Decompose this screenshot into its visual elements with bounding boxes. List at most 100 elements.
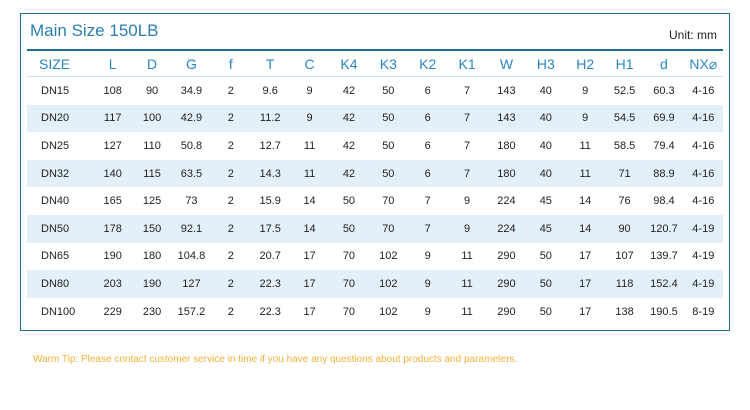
column-header: H3 (526, 52, 566, 77)
size-cell: DN80 (27, 270, 93, 298)
value-cell: 104.8 (177, 250, 206, 263)
value-cell: 180 (486, 159, 527, 188)
value-cell: 70 (329, 270, 369, 298)
value-cell: 8-19 (692, 305, 715, 318)
value-cell: 70 (342, 250, 356, 263)
value-cell: 40 (526, 159, 566, 188)
value-cell: 17 (303, 250, 316, 263)
value-cell: 17 (303, 305, 316, 318)
value-cell: 14 (289, 214, 330, 243)
value-cell: 40 (539, 84, 552, 97)
size-cell: DN40 (41, 195, 70, 208)
value-cell: 70 (382, 195, 395, 208)
size-cell: DN20 (27, 104, 93, 133)
value-cell: 90 (604, 214, 645, 243)
value-cell: 50 (539, 305, 552, 318)
value-cell: 7 (447, 159, 487, 188)
unit-label: Unit: mm (669, 28, 717, 42)
value-cell: 127 (171, 270, 212, 298)
column-header: K4 (329, 52, 369, 77)
value-cell: 107 (615, 250, 634, 263)
value-cell: 150 (132, 214, 172, 243)
value-cell: 50 (342, 195, 356, 208)
value-cell: 120.7 (644, 214, 684, 243)
value-cell: 290 (497, 305, 516, 318)
value-cell: 190 (132, 270, 172, 298)
value-cell: 69.9 (644, 104, 684, 133)
value-cell: 42.9 (171, 104, 212, 133)
value-cell: 229 (103, 305, 122, 318)
value-cell: 42 (329, 159, 369, 188)
value-cell: 4-16 (692, 84, 715, 97)
table-row: DN32 140 115 63.5 2 14.3 11 42 50 6 7 180 40 11 71 88.9… (27, 159, 723, 188)
value-cell: 58.5 (613, 139, 636, 152)
value-cell: 98.4 (653, 195, 675, 208)
value-cell: 4-16 (692, 195, 715, 208)
value-cell: 6 (424, 84, 431, 97)
value-cell: 102 (368, 270, 408, 298)
value-cell: 14 (303, 195, 316, 208)
value-cell: 11 (565, 159, 605, 188)
value-cell: 15.9 (259, 195, 281, 208)
value-cell: 63.5 (171, 159, 212, 188)
value-cell: 9 (424, 250, 431, 263)
value-cell: 9 (464, 195, 471, 208)
value-cell: 4-16 (683, 104, 723, 133)
value-cell: 52.5 (613, 84, 636, 97)
value-cell: 17 (579, 305, 592, 318)
value-cell: 152.4 (644, 270, 684, 298)
value-cell: 139.7 (650, 250, 678, 263)
table-row: DN80 203 190 127 2 22.3 17 70 102 9 11 290 50 17 118 15… (27, 270, 723, 298)
value-cell: 178 (93, 214, 133, 243)
value-cell: 9.6 (262, 84, 278, 97)
value-cell: 7 (424, 195, 431, 208)
value-cell: 7 (464, 84, 471, 97)
column-header: H1 (604, 52, 645, 77)
column-header: SIZE (27, 52, 93, 77)
value-cell: 60.3 (653, 84, 675, 97)
value-cell: 73 (185, 195, 198, 208)
value-cell: 110 (143, 139, 161, 152)
value-cell: 2 (211, 214, 251, 243)
value-cell: 50 (368, 159, 408, 188)
value-cell: 11.2 (250, 104, 290, 133)
value-cell: 290 (486, 270, 527, 298)
value-cell: 2 (227, 139, 234, 152)
value-cell: 180 (142, 250, 162, 263)
value-cell: 143 (497, 84, 516, 97)
value-cell: 117 (93, 104, 133, 133)
value-cell: 224 (486, 214, 527, 243)
column-header: C (289, 52, 330, 77)
value-cell: 17.5 (250, 214, 290, 243)
value-cell: 12.7 (259, 139, 281, 152)
value-cell: 2 (227, 250, 234, 263)
value-cell: 22.3 (259, 305, 281, 318)
size-cell: DN25 (41, 139, 70, 152)
column-header: D (132, 52, 172, 77)
value-cell: 11 (461, 305, 473, 318)
value-cell: 4-16 (692, 139, 715, 152)
column-header: NX⌀ (683, 52, 723, 77)
size-cell: DN15 (41, 84, 70, 97)
value-cell: 50 (382, 139, 395, 152)
value-cell: 9 (289, 104, 330, 133)
column-header: H2 (565, 52, 605, 77)
value-cell: 45 (526, 214, 566, 243)
value-cell: 224 (497, 195, 516, 208)
value-cell: 165 (103, 195, 122, 208)
value-cell: 50 (526, 270, 566, 298)
value-cell: 138 (615, 305, 634, 318)
value-cell: 42 (342, 139, 356, 152)
value-cell: 6 (408, 159, 448, 188)
value-cell: 40 (526, 104, 566, 133)
value-cell: 50 (368, 104, 408, 133)
value-cell: 14 (579, 195, 592, 208)
value-cell: 102 (379, 305, 398, 318)
value-cell: 34.9 (180, 84, 203, 97)
warm-tip: Warm Tip: Please contact customer servic… (33, 354, 518, 365)
value-cell: 190.5 (650, 305, 678, 318)
title-divider (27, 49, 723, 51)
table-row: DN100 229 230 157.2 2 22.3 17 70 102 9 11 290 50 17 13… (27, 298, 723, 326)
